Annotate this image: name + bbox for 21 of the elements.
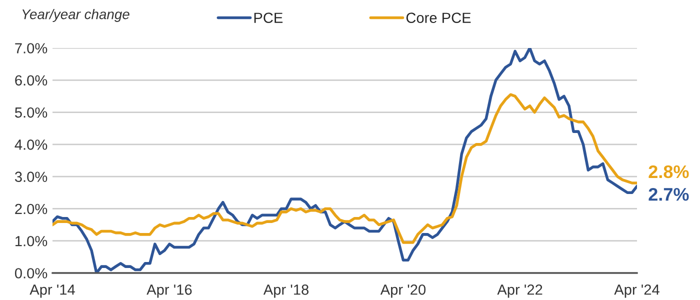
x-tick-label: Apr '20 bbox=[380, 284, 426, 298]
y-tick-label: 1.0% bbox=[16, 236, 48, 246]
y-tick-label: 7.0% bbox=[15, 43, 48, 54]
y-tick-label: 5.0% bbox=[14, 107, 48, 118]
y-axis-title: Year/year change bbox=[22, 9, 130, 22]
y-tick-label: 3.0% bbox=[14, 172, 48, 182]
x-tick-label: Apr '16 bbox=[146, 284, 192, 298]
y-tick-label: 4.0% bbox=[14, 140, 48, 150]
legend-label: PCE bbox=[254, 12, 283, 23]
y-tick-label: 6.0% bbox=[15, 75, 48, 86]
annotation: 2.8% bbox=[648, 165, 689, 178]
line-series bbox=[52, 48, 637, 273]
annotation: 2.7% bbox=[648, 188, 689, 201]
y-tick-label: 0.0% bbox=[14, 268, 48, 278]
x-tick-label: Apr '14 bbox=[30, 284, 75, 298]
y-tick-label: 2.0% bbox=[15, 204, 48, 214]
line-series bbox=[52, 93, 637, 244]
x-tick-label: Apr '18 bbox=[263, 284, 309, 298]
x-tick-label: Apr '24 bbox=[614, 284, 660, 298]
legend-label: Core PCE bbox=[406, 12, 471, 23]
x-tick-label: Apr '22 bbox=[497, 284, 542, 298]
